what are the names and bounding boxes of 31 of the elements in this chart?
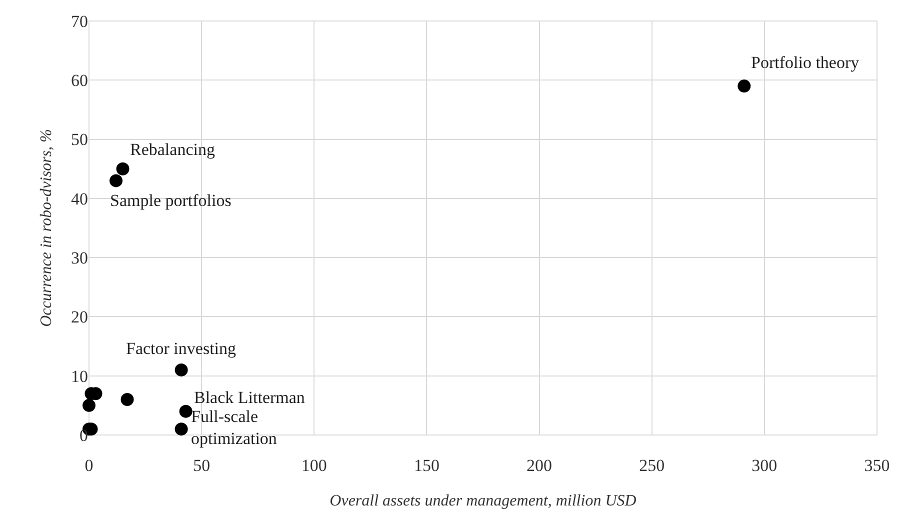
x-tick-label: 300: [752, 456, 778, 475]
annotation: Portfolio theory: [751, 53, 860, 72]
annotation: Factor investing: [126, 339, 237, 358]
point: [738, 80, 751, 93]
annotation: Rebalancing: [130, 140, 216, 159]
x-tick-label: 350: [864, 456, 890, 475]
point: [110, 174, 123, 188]
annotation: Full-scale optimization: [191, 407, 278, 448]
x-tick-label: 50: [193, 456, 210, 475]
point: [82, 398, 96, 412]
point: [116, 162, 130, 176]
point: [120, 393, 134, 406]
point: [179, 404, 192, 418]
y-tick-label: 70: [71, 12, 88, 31]
y-tick-label: 10: [71, 366, 88, 386]
x-axis-title: Overall assets under management, million USD: [330, 492, 637, 510]
annotation: Black Litterman: [194, 388, 306, 407]
x-tick-label: 200: [526, 456, 552, 475]
annotation: Sample portfolios: [110, 191, 232, 210]
point: [174, 363, 188, 376]
y-tick-label: 50: [71, 130, 88, 150]
y-tick-label: 30: [71, 248, 88, 268]
y-tick-label: 20: [71, 308, 88, 327]
x-tick-label: 100: [301, 456, 327, 475]
x-tick-label: 250: [639, 456, 665, 475]
y-tick-label: 60: [71, 71, 88, 90]
x-tick-label: 150: [414, 456, 440, 475]
y-axis-title: Occurrence in robo-dvisors, %: [38, 129, 55, 327]
y-tick-label: 40: [71, 189, 88, 208]
point: [174, 422, 188, 436]
y-tick-label: 0: [80, 426, 88, 445]
